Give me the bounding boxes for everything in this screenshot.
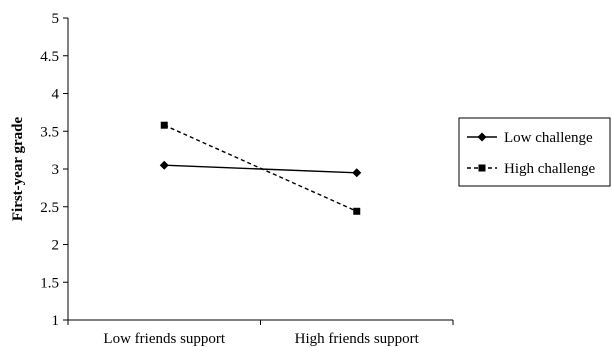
y-tick-label: 3 xyxy=(52,162,60,178)
legend-marker xyxy=(477,132,487,142)
axes xyxy=(63,17,454,325)
series-line xyxy=(163,124,358,212)
data-point xyxy=(353,207,361,215)
series-1 xyxy=(160,121,361,215)
y-tick-labels: 1 1.5 2 2.5 3 3.5 4 4.5 5 xyxy=(40,11,59,329)
series-group xyxy=(159,121,362,215)
y-tick-label: 1.5 xyxy=(40,275,59,291)
legend-label: Low challenge xyxy=(504,130,593,146)
data-point xyxy=(352,168,362,178)
x-category-labels: Low friends support High friends support xyxy=(103,331,419,347)
data-point xyxy=(159,160,169,170)
y-tick-label: 4 xyxy=(52,87,60,103)
y-tick-label: 5 xyxy=(52,11,60,27)
y-tick-label: 2.5 xyxy=(40,200,59,216)
legend-box xyxy=(458,117,611,187)
x-category-label: Low friends support xyxy=(103,331,225,347)
y-tick-label: 3.5 xyxy=(40,124,59,140)
y-tick-label: 2 xyxy=(52,238,60,254)
legend-marker xyxy=(478,164,486,172)
legend: Low challenge High challenge xyxy=(458,117,611,187)
y-tick-label: 4.5 xyxy=(40,49,59,65)
x-category-label: High friends support xyxy=(295,331,420,347)
data-point xyxy=(160,121,168,129)
legend-label: High challenge xyxy=(504,161,596,177)
y-tick-label: 1 xyxy=(52,313,60,329)
y-axis-title: First-year grade xyxy=(10,117,26,222)
